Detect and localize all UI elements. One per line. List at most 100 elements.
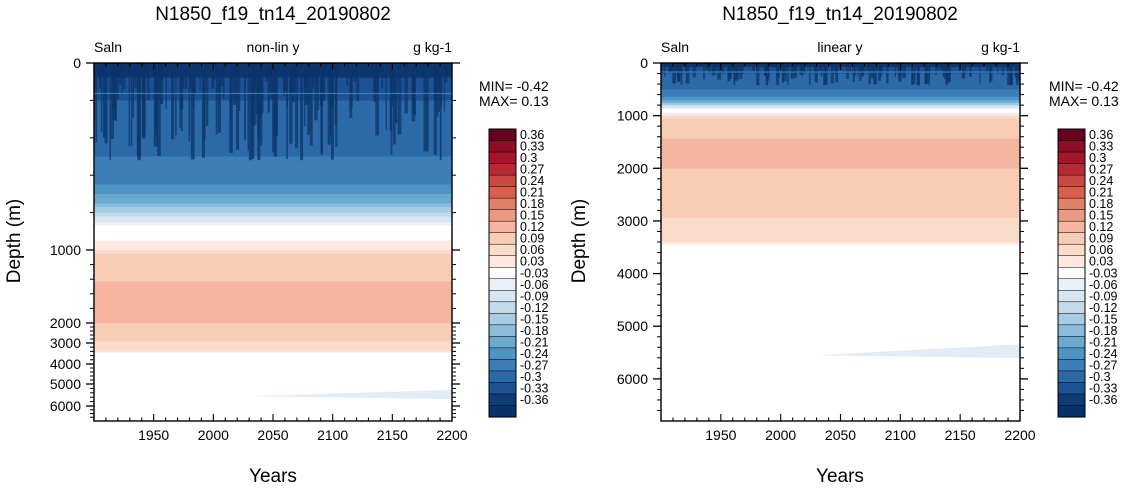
mixed-layer-line [94,92,452,95]
variability-streak [739,65,742,71]
depth-band [94,287,452,289]
depth-band [94,267,452,269]
x-tick-label: 2000 [765,427,796,443]
variability-streak [222,66,225,99]
variability-streak [969,63,972,77]
depth-band [94,261,452,264]
variability-streak [435,67,439,117]
variability-streak [824,64,827,83]
colorbar-label: 0.06 [520,243,544,257]
colorbar-bin [488,266,517,280]
variability-streak [917,66,919,85]
depth-band [94,295,452,298]
depth-band [94,293,452,296]
x-tick-label: 2150 [945,427,976,443]
depth-band [94,229,452,232]
variability-streak [300,74,304,161]
depth-band [94,180,452,184]
colorbar-label: -0.3 [1089,370,1111,384]
depth-band [94,233,452,236]
variability-streak [232,66,237,105]
colorbar-label: -0.24 [520,347,549,361]
colorbar-bin [1057,324,1086,337]
variability-streak [852,66,855,83]
panel-title: N1850_f19_tn14_20190802 [155,4,391,25]
depth-band [94,201,452,204]
variability-streak [672,63,677,84]
variability-streak [886,65,889,84]
depth-band [94,322,452,324]
depth-band [94,277,452,280]
variability-streak [741,64,744,75]
colorbar-bin [488,209,517,222]
colorbar-label: -0.12 [520,301,549,315]
variability-streak [295,67,299,149]
variability-streak [1016,66,1019,84]
depth-band [94,160,452,163]
variability-streak [433,67,437,155]
depth-band [94,203,452,206]
variability-streak [868,65,871,85]
max-label: MAX= 0.13 [1049,93,1119,109]
depth-band [94,283,452,285]
panel-nonlinear: N1850_f19_tn14_20190802 Saln non-lin y g… [4,4,549,487]
min-label: MIN= -0.42 [1049,78,1119,94]
y-axis-label: Depth (m) [569,199,590,283]
colorbar-bin [488,232,517,245]
panel-linear: N1850_f19_tn14_20190802 Saln linear y g … [569,4,1119,487]
colorbar-label: 0.12 [1089,220,1113,234]
x-tick-label: 1950 [138,427,169,443]
depth-band [94,310,452,312]
depth-band [94,221,452,225]
variability-streak [705,64,710,70]
variability-streak [349,76,353,118]
depth-band [94,315,452,318]
depth-band [94,309,452,311]
depth-band [94,246,452,249]
scale-label: linear y [817,39,862,55]
variability-streak [248,73,253,161]
colorbar-label: 0.12 [520,220,544,234]
colorbar-bin [488,405,517,418]
depth-band [94,316,452,318]
depth-band [94,236,452,240]
depth-band [94,318,452,320]
depth-band [94,319,452,321]
colorbar-bin [488,197,517,211]
x-axis-label: Years [816,466,864,487]
variability-streak [814,64,817,82]
variability-streak [873,65,877,85]
variable-label: Saln [661,39,689,55]
depth-band [94,300,452,302]
depth-band [94,311,452,313]
variability-streak [104,71,108,144]
variability-streak [799,63,802,74]
variability-streak [219,68,224,87]
x-tick-label: 2200 [1004,427,1035,443]
depth-band [94,253,452,255]
variability-streak [801,66,804,77]
depth-band [94,167,452,171]
depth-band [94,223,452,227]
depth-band [94,266,452,268]
colorbar-label: -0.15 [520,312,549,326]
depth-band [94,158,452,161]
depth-band [94,152,452,156]
y-tick-label: 1000 [617,108,648,124]
depth-band [94,304,452,307]
depth-band [94,208,452,212]
colorbar-bin [1057,197,1086,211]
x-tick-label: 2100 [317,427,348,443]
depth-band [94,165,452,169]
variability-streak [711,65,716,76]
y-tick-label: 3000 [50,335,81,351]
deep-anomaly [249,389,452,400]
variability-streak [820,64,823,77]
scale-label: non-lin y [247,39,300,55]
variability-streak [936,66,938,71]
depth-band [94,205,452,208]
variability-streak [425,75,429,152]
variability-streak [440,76,443,108]
variability-streak [684,63,688,73]
